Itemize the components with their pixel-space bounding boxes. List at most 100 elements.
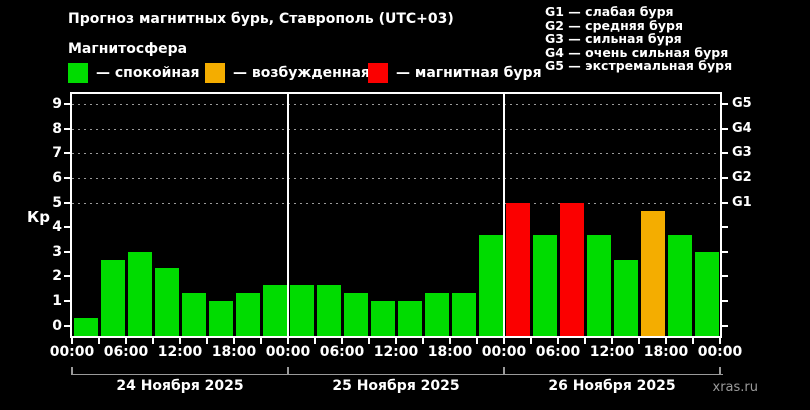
time-tick-label: 12:00	[589, 344, 635, 360]
time-tick	[98, 338, 100, 344]
date-label: 26 Ноября 2025	[548, 378, 676, 394]
time-tick-label: 06:00	[535, 344, 581, 360]
time-tick-label: 00:00	[265, 344, 311, 360]
kp-tick-label: 6	[52, 170, 62, 187]
legend-swatch-excited	[205, 63, 225, 83]
time-tick	[395, 338, 397, 344]
kp-bar	[640, 210, 665, 336]
g-tick-label: G3	[732, 145, 752, 161]
kp-bar	[181, 292, 206, 336]
kp-bar	[262, 284, 287, 336]
kp-bar	[532, 235, 557, 336]
kp-tick	[64, 324, 72, 327]
legend-label-storm: — магнитная буря	[396, 65, 542, 81]
time-tick	[341, 338, 343, 344]
date-axis-tick	[503, 367, 505, 375]
g-scale-item: G2 — средняя буря	[545, 17, 683, 33]
time-tick-label: 06:00	[103, 344, 149, 360]
time-tick	[368, 338, 370, 344]
kp-bar	[424, 292, 449, 336]
g-scale-item: G5 — экстремальная буря	[545, 58, 733, 73]
g-tick	[720, 275, 728, 278]
time-tick	[719, 338, 721, 344]
g-tick-label: G5	[732, 96, 752, 112]
watermark: xras.ru	[712, 380, 759, 395]
kp-tick	[64, 275, 72, 278]
legend-swatch-quiet	[68, 63, 88, 83]
kp-tick-label: 1	[52, 293, 62, 310]
g-scale-legend: G1 — слабая буря G2 — средняя буря G3 — си…	[545, 5, 732, 73]
time-tick	[152, 338, 154, 344]
g-tick-label: G4	[732, 120, 752, 136]
kp-bar	[370, 301, 395, 336]
kp-bar	[289, 284, 314, 336]
legend-item-excited: — возбужденная	[205, 62, 370, 84]
kp-bar	[154, 268, 179, 336]
g-tick	[720, 250, 728, 253]
kp-bar	[100, 260, 125, 336]
g-tick-label: G1	[732, 194, 752, 210]
time-tick	[287, 338, 289, 344]
kp-bar	[316, 284, 341, 336]
g-tick	[720, 127, 728, 130]
magnetosphere-label: Магнитосфера	[68, 41, 188, 57]
g-scale-item: G3 — сильная буря	[545, 31, 682, 46]
date-label: 24 Ноября 2025	[116, 378, 244, 394]
kp-tick-label: 3	[52, 243, 62, 260]
legend-item-quiet: — спокойная	[68, 62, 200, 84]
day-separator-line	[287, 94, 289, 336]
time-tick	[260, 338, 262, 344]
time-tick	[665, 338, 667, 344]
kp-bar	[208, 301, 233, 336]
kp-gridline	[72, 153, 720, 155]
kp-tick	[64, 226, 72, 229]
kp-tick	[64, 103, 72, 106]
y-axis-label: Кр	[27, 208, 50, 226]
kp-bar	[694, 251, 719, 336]
kp-bar	[505, 202, 530, 336]
time-tick-label: 00:00	[697, 344, 743, 360]
g-tick	[720, 300, 728, 303]
kp-tick-label: 9	[52, 96, 62, 113]
kp-tick-label: 0	[52, 317, 62, 334]
kp-tick	[64, 177, 72, 180]
date-axis-tick	[287, 367, 289, 375]
time-tick	[314, 338, 316, 344]
kp-bar	[343, 292, 368, 336]
g-tick-label: G2	[732, 170, 752, 186]
kp-bar	[73, 317, 98, 336]
kp-bar	[667, 235, 692, 336]
time-tick	[557, 338, 559, 344]
time-tick	[530, 338, 532, 344]
kp-gridline	[72, 202, 720, 204]
legend-item-storm: — магнитная буря	[368, 62, 542, 84]
time-tick-label: 00:00	[481, 344, 527, 360]
time-tick	[584, 338, 586, 344]
time-tick	[692, 338, 694, 344]
kp-bar	[559, 202, 584, 336]
kp-tick-label: 8	[52, 120, 62, 137]
kp-tick	[64, 300, 72, 303]
kp-tick-label: 5	[52, 194, 62, 211]
time-tick	[125, 338, 127, 344]
g-tick	[720, 103, 728, 106]
kp-gridline	[72, 128, 720, 130]
kp-tick	[64, 250, 72, 253]
legend-label-excited: — возбужденная	[233, 65, 370, 81]
kp-tick-label: 7	[52, 145, 62, 162]
chart-title: Прогноз магнитных бурь, Ставрополь (UTC+…	[68, 11, 454, 27]
time-tick-label: 06:00	[319, 344, 365, 360]
kp-bar	[586, 235, 611, 336]
time-tick	[476, 338, 478, 344]
time-tick-label: 18:00	[643, 344, 689, 360]
kp-tick-label: 2	[52, 268, 62, 285]
time-tick-label: 18:00	[427, 344, 473, 360]
time-tick	[503, 338, 505, 344]
time-tick	[206, 338, 208, 344]
time-tick	[422, 338, 424, 344]
legend-label-quiet: — спокойная	[96, 65, 200, 81]
date-label: 25 Ноября 2025	[332, 378, 460, 394]
g-scale-item: G4 — очень сильная буря	[545, 44, 729, 60]
kp-tick-label: 4	[52, 219, 62, 236]
